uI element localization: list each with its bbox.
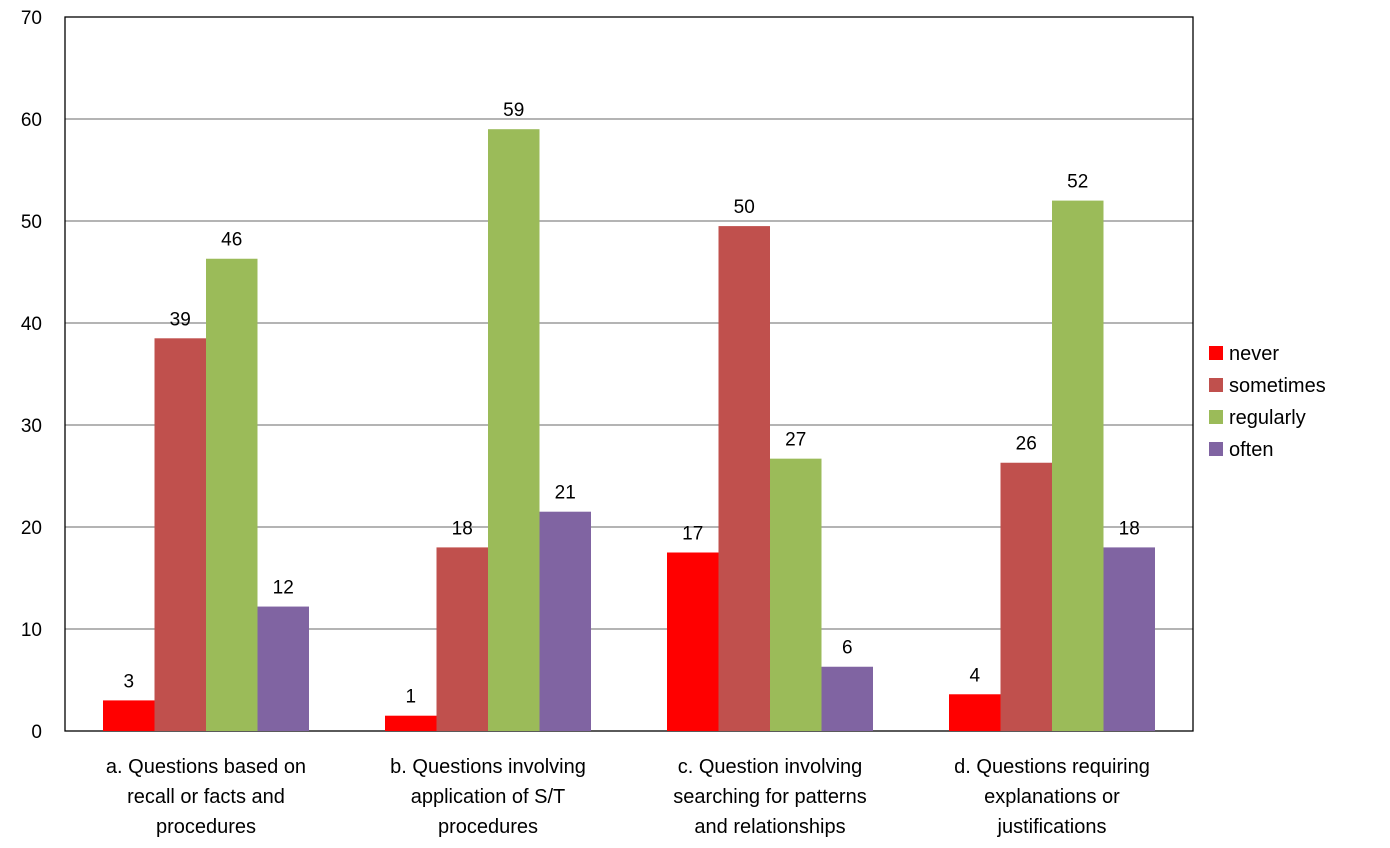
y-tick-label: 70 bbox=[21, 8, 42, 29]
x-category-label: procedures bbox=[438, 816, 538, 838]
bar-often bbox=[821, 666, 873, 731]
bar-regularly bbox=[1052, 200, 1104, 732]
legend-label-often: often bbox=[1229, 439, 1273, 461]
x-category-label: justifications bbox=[997, 816, 1107, 838]
x-category-label: and relationships bbox=[694, 816, 845, 838]
bar-often bbox=[257, 606, 309, 731]
y-tick-label: 40 bbox=[21, 314, 42, 335]
y-tick-label: 30 bbox=[21, 416, 42, 437]
legend-swatch-regularly bbox=[1209, 410, 1223, 424]
x-category-label: recall or facts and bbox=[127, 786, 285, 808]
bar-sometimes bbox=[1000, 462, 1052, 731]
data-label: 52 bbox=[1067, 172, 1088, 193]
x-category-label: d. Questions requiring bbox=[954, 756, 1150, 778]
data-label: 4 bbox=[969, 665, 980, 686]
y-tick-label: 10 bbox=[21, 620, 42, 641]
data-label: 21 bbox=[555, 483, 576, 504]
bar-often bbox=[539, 511, 591, 731]
bar-never bbox=[667, 552, 719, 731]
data-label: 17 bbox=[682, 524, 703, 545]
bar-never bbox=[949, 694, 1001, 731]
data-label: 39 bbox=[170, 309, 191, 330]
data-label: 46 bbox=[221, 230, 242, 251]
legend-swatch-never bbox=[1209, 346, 1223, 360]
bar-never bbox=[103, 700, 155, 731]
bar-often bbox=[1103, 547, 1155, 731]
x-category-label: a. Questions based on bbox=[106, 756, 306, 778]
legend-label-never: never bbox=[1229, 343, 1279, 365]
data-label: 6 bbox=[842, 638, 853, 659]
bar-regularly bbox=[770, 458, 822, 731]
data-label: 59 bbox=[503, 100, 524, 121]
y-tick-label: 50 bbox=[21, 212, 42, 233]
legend-swatch-often bbox=[1209, 442, 1223, 456]
legend-label-sometimes: sometimes bbox=[1229, 375, 1326, 397]
plot-area-border bbox=[64, 16, 1194, 732]
data-label: 18 bbox=[1119, 518, 1140, 539]
legend-swatch-sometimes bbox=[1209, 378, 1223, 392]
data-label: 12 bbox=[273, 578, 294, 599]
data-label: 18 bbox=[452, 518, 473, 539]
bar-sometimes bbox=[154, 338, 206, 731]
data-label: 50 bbox=[734, 197, 755, 218]
bar-regularly bbox=[206, 258, 258, 731]
bar-sometimes bbox=[436, 547, 488, 731]
data-label: 26 bbox=[1016, 434, 1037, 455]
y-tick-label: 0 bbox=[31, 722, 42, 743]
data-label: 1 bbox=[405, 687, 416, 708]
x-category-label: explanations or bbox=[984, 786, 1120, 808]
x-category-label: searching for patterns bbox=[673, 786, 866, 808]
x-category-label: application of S/T bbox=[411, 786, 566, 808]
bar-sometimes bbox=[718, 226, 770, 731]
y-tick-label: 60 bbox=[21, 110, 42, 131]
bar-never bbox=[385, 715, 437, 731]
bar-regularly bbox=[488, 129, 540, 731]
x-category-label: b. Questions involving bbox=[390, 756, 586, 778]
data-label: 3 bbox=[123, 671, 134, 692]
x-category-label: procedures bbox=[156, 816, 256, 838]
x-category-label: c. Question involving bbox=[678, 756, 863, 778]
data-label: 27 bbox=[785, 430, 806, 451]
y-tick-label: 20 bbox=[21, 518, 42, 539]
legend-label-regularly: regularly bbox=[1229, 407, 1306, 429]
